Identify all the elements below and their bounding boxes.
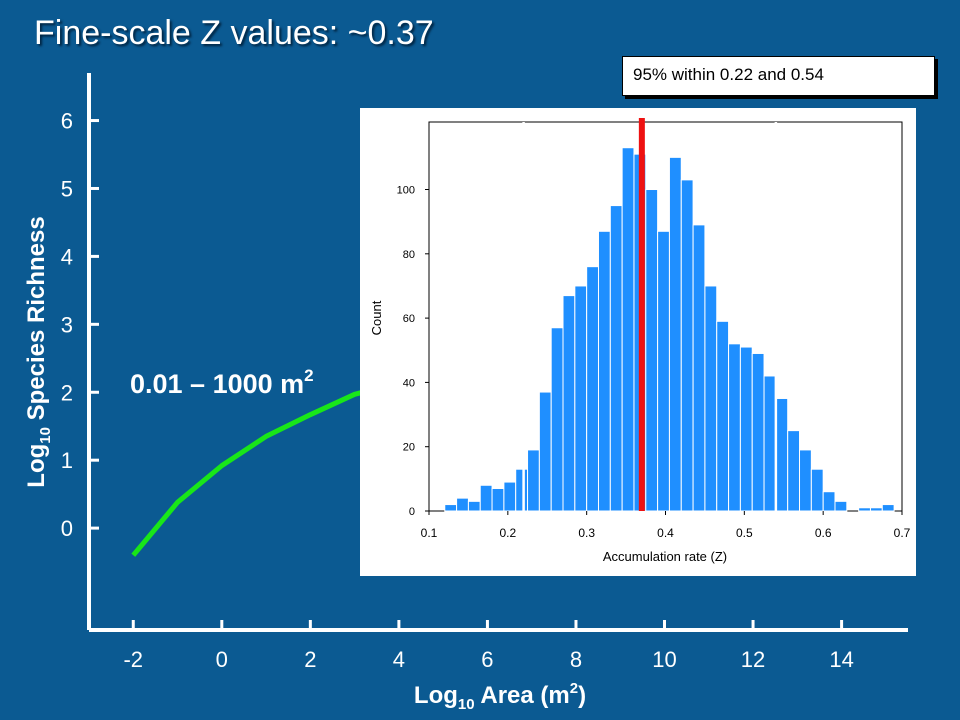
histogram-bar: [680, 179, 694, 512]
y-tick-label: 2: [61, 380, 73, 405]
hist-y-tick-label: 40: [403, 377, 415, 389]
hist-x-tick-label: 0.5: [736, 526, 753, 540]
note-box: 95% within 0.22 and 0.54: [622, 56, 935, 96]
histogram-bar: [704, 285, 718, 512]
histogram-bar: [479, 484, 493, 512]
histogram-bar: [799, 449, 812, 512]
y-axis-label: Log10 Species Richness: [23, 216, 54, 487]
hist-x-tick-label: 0.6: [815, 526, 832, 540]
y-tick-label: 6: [61, 109, 73, 134]
histogram-bar: [621, 147, 635, 512]
histogram-bar: [444, 504, 458, 512]
x-tick-label: 6: [481, 647, 493, 672]
series-line-1: [131, 388, 369, 557]
histogram-bar: [527, 449, 540, 512]
histogram-bar: [657, 230, 670, 512]
y-tick-label: 5: [61, 176, 73, 201]
histogram-bar: [716, 320, 730, 512]
y-tick-label: 0: [61, 516, 73, 541]
x-axis-label: Log10 Area (m2): [414, 680, 586, 713]
histogram-bar: [834, 500, 848, 512]
hist-x-tick-label: 0.3: [578, 526, 595, 540]
y-tick-label: 4: [61, 244, 73, 269]
y-tick-label: 3: [61, 312, 73, 337]
histogram-bar: [869, 507, 883, 512]
histogram-bar: [538, 391, 552, 512]
histogram-bar: [822, 491, 836, 512]
hist-x-tick-label: 0.7: [894, 526, 911, 540]
histogram-bar: [775, 397, 789, 512]
histogram-bar: [609, 205, 623, 512]
hist-y-tick-label: 80: [403, 249, 415, 261]
hist-y-tick-label: 0: [409, 506, 415, 518]
hist-y-tick-label: 100: [397, 185, 415, 197]
histogram-bar: [586, 266, 599, 512]
histogram-bar: [668, 156, 682, 512]
hist-x-tick-label: 0.2: [499, 526, 516, 540]
hist-y-tick-label: 20: [403, 442, 415, 454]
x-tick-label: 10: [652, 647, 676, 672]
histogram-bar: [810, 468, 824, 512]
histogram-bar: [597, 230, 611, 512]
histogram-bar: [574, 285, 588, 512]
x-tick-label: 2: [304, 647, 316, 672]
x-tick-label: -2: [123, 647, 143, 672]
area-range-annotation: 0.01 – 1000 m2: [130, 366, 314, 399]
hist-x-tick-label: 0.1: [421, 526, 438, 540]
histogram-bar: [858, 507, 871, 512]
x-tick-label: 14: [829, 647, 853, 672]
histogram-bar: [728, 343, 741, 512]
z-histogram-chart: 0 20 40 60 80 100 0.1 0.2 0.3 0.4 0.5 0.6 0.7 Accumul…: [360, 108, 916, 576]
histogram-bar: [692, 224, 706, 512]
histogram-bar: [467, 500, 481, 512]
histogram-bar: [739, 346, 753, 512]
x-tick-label: 12: [741, 647, 765, 672]
histogram-bar: [881, 504, 895, 512]
histogram-bar: [751, 352, 765, 512]
x-tick-label: 8: [570, 647, 582, 672]
y-tick-label: 1: [61, 448, 73, 473]
histogram-bar: [491, 487, 505, 512]
histogram-bar: [787, 430, 801, 512]
x-tick-label: 4: [393, 647, 405, 672]
x-tick-label: 0: [216, 647, 228, 672]
histogram-bar: [503, 481, 517, 512]
histogram-bar: [550, 327, 564, 512]
histogram-bar: [562, 295, 576, 512]
slide-title: Fine-scale Z values: ~0.37: [34, 14, 434, 52]
histogram-bar: [515, 468, 529, 512]
histogram-bar: [763, 375, 777, 512]
hist-y-tick-label: 60: [403, 313, 415, 325]
histogram-bar: [456, 497, 469, 512]
hist-y-axis-label: Count: [369, 300, 384, 335]
hist-x-tick-label: 0.4: [657, 526, 674, 540]
histogram-bar: [645, 189, 659, 512]
hist-x-axis-label: Accumulation rate (Z): [603, 549, 727, 564]
